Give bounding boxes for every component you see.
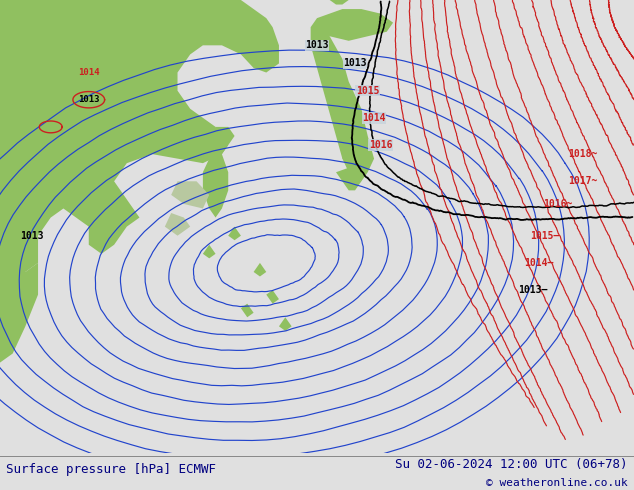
Polygon shape <box>165 213 190 236</box>
Text: 1015: 1015 <box>356 86 380 96</box>
Text: 1014: 1014 <box>78 68 100 77</box>
Polygon shape <box>171 181 209 209</box>
Polygon shape <box>0 0 279 281</box>
Text: Su 02-06-2024 12:00 UTC (06+78): Su 02-06-2024 12:00 UTC (06+78) <box>395 458 628 471</box>
Text: 1013—: 1013— <box>518 285 547 295</box>
Polygon shape <box>317 9 393 41</box>
Text: 1016~: 1016~ <box>543 199 573 209</box>
Polygon shape <box>0 263 38 363</box>
Polygon shape <box>203 127 235 218</box>
Polygon shape <box>203 245 216 258</box>
Text: 1013: 1013 <box>305 40 329 50</box>
Polygon shape <box>279 318 292 331</box>
Text: 1018~: 1018~ <box>569 149 598 159</box>
Polygon shape <box>266 290 279 304</box>
Polygon shape <box>254 263 266 276</box>
Polygon shape <box>241 304 254 318</box>
Polygon shape <box>311 18 374 181</box>
Text: 1014: 1014 <box>362 113 386 123</box>
Text: 1016: 1016 <box>368 140 392 150</box>
Text: 1013: 1013 <box>20 231 44 241</box>
Text: 1015—: 1015— <box>531 231 560 241</box>
Polygon shape <box>336 168 361 191</box>
Text: 1014—: 1014— <box>524 258 553 268</box>
Polygon shape <box>330 0 349 4</box>
Text: 1013: 1013 <box>343 58 367 69</box>
Polygon shape <box>342 149 361 168</box>
Text: 1013: 1013 <box>78 95 100 104</box>
Text: Surface pressure [hPa] ECMWF: Surface pressure [hPa] ECMWF <box>6 463 216 476</box>
Text: © weatheronline.co.uk: © weatheronline.co.uk <box>486 478 628 488</box>
Text: 1017~: 1017~ <box>569 176 598 186</box>
Polygon shape <box>228 226 241 240</box>
